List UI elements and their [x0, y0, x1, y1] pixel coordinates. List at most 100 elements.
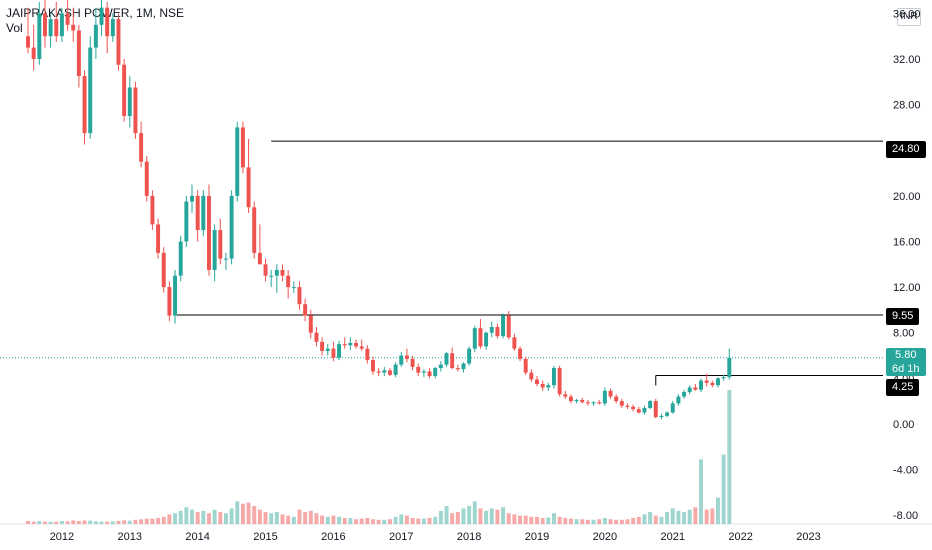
- volume-bar: [88, 520, 93, 524]
- volume-bar: [489, 508, 494, 524]
- candle-body: [704, 380, 709, 383]
- candle-body: [365, 348, 370, 361]
- volume-bar: [648, 512, 653, 524]
- candle-body: [597, 402, 602, 404]
- candle-body: [648, 401, 653, 408]
- volume-bar: [461, 508, 466, 524]
- candle-body: [376, 371, 381, 373]
- candle-body: [551, 368, 556, 386]
- volume-bar: [444, 506, 449, 524]
- candle-body: [184, 201, 189, 242]
- candle-body: [359, 346, 364, 349]
- candle-body: [331, 348, 336, 358]
- candle-body: [240, 127, 245, 168]
- volume-bar: [122, 520, 127, 524]
- candle-body: [110, 19, 115, 37]
- volume-bar: [602, 518, 607, 524]
- volume-bar: [320, 515, 325, 524]
- candle-body: [557, 368, 562, 395]
- candle-body: [387, 370, 392, 375]
- volume-bar: [110, 521, 115, 524]
- candle-body: [665, 412, 670, 416]
- volume-bar: [48, 521, 53, 524]
- volume-bar: [246, 502, 251, 524]
- y-tick-label: 20.00: [893, 191, 921, 203]
- volume-bar: [31, 521, 36, 524]
- candle-body: [716, 378, 720, 386]
- volume-bar: [512, 514, 517, 524]
- volume-bar: [82, 520, 87, 524]
- volume-bar: [190, 509, 194, 524]
- candle-body: [320, 341, 325, 351]
- candle-body: [410, 358, 415, 367]
- candle-body: [314, 332, 319, 342]
- volume-bar: [144, 518, 149, 524]
- volume-bar: [173, 513, 178, 524]
- volume-bar: [127, 520, 132, 524]
- candle-body: [93, 24, 98, 48]
- volume-bar: [455, 512, 460, 524]
- volume-bar: [291, 516, 296, 524]
- level-tag-mid: 9.55: [886, 308, 920, 325]
- volume-bar: [535, 516, 539, 524]
- y-tick-label: -4.00: [893, 465, 918, 477]
- candle-body: [291, 287, 296, 289]
- candle-body: [42, 13, 47, 37]
- volume-bar: [42, 521, 47, 524]
- candle-body: [337, 344, 342, 358]
- volume-bar: [557, 516, 562, 524]
- candle-body: [218, 230, 223, 259]
- candle-body: [308, 315, 313, 333]
- volume-bar: [721, 454, 726, 524]
- volume-bar: [716, 497, 720, 524]
- candle-body: [472, 328, 477, 349]
- volume-bar: [229, 508, 234, 524]
- volume-bar: [337, 516, 342, 524]
- current-price-value: 5.80: [895, 349, 917, 361]
- volume-bar: [342, 518, 347, 524]
- candle-body: [286, 275, 291, 288]
- volume-bar: [472, 501, 477, 524]
- candle-body: [65, 13, 70, 25]
- candle-body: [535, 379, 539, 385]
- currency-badge[interactable]: INR: [897, 8, 921, 26]
- candle-body: [495, 327, 500, 337]
- candle-body: [139, 133, 144, 162]
- y-tick-label: 36.00: [893, 8, 921, 20]
- volume-bar: [195, 512, 200, 524]
- candle-body: [580, 399, 585, 403]
- volume-bar: [201, 510, 206, 524]
- candle-body: [212, 230, 217, 270]
- volume-bar: [331, 515, 336, 524]
- volume-bar: [676, 510, 681, 524]
- level-tag-high: 24.80: [886, 141, 926, 158]
- candle-body: [133, 87, 138, 134]
- y-tick-label: 16.00: [893, 236, 921, 248]
- candle-body: [682, 392, 687, 397]
- volume-bar: [393, 516, 398, 524]
- bar-countdown: 6d 1h: [892, 363, 920, 375]
- x-tick-label: 2016: [321, 531, 345, 543]
- candle-body: [512, 337, 517, 349]
- volume-bar: [642, 514, 647, 524]
- volume-bar: [585, 519, 590, 524]
- candle-body: [201, 195, 206, 231]
- volume-bar: [682, 512, 687, 524]
- volume-bar: [314, 513, 319, 524]
- current-price-tag: 5.80 6d 1h: [886, 348, 926, 376]
- volume-bar: [297, 509, 302, 524]
- candle-body: [263, 264, 268, 276]
- level-tag-low: 4.25: [886, 379, 920, 396]
- candle-body: [540, 384, 545, 388]
- candle-body: [631, 406, 636, 410]
- candle-body: [280, 269, 285, 276]
- volume-bar: [161, 516, 166, 524]
- candle-body: [563, 394, 568, 397]
- volume-bar: [303, 512, 308, 524]
- candle-body: [382, 370, 387, 373]
- x-tick-label: 2017: [389, 531, 413, 543]
- volume-bar: [670, 508, 675, 524]
- candle-body: [274, 269, 279, 276]
- volume-bar: [218, 512, 223, 524]
